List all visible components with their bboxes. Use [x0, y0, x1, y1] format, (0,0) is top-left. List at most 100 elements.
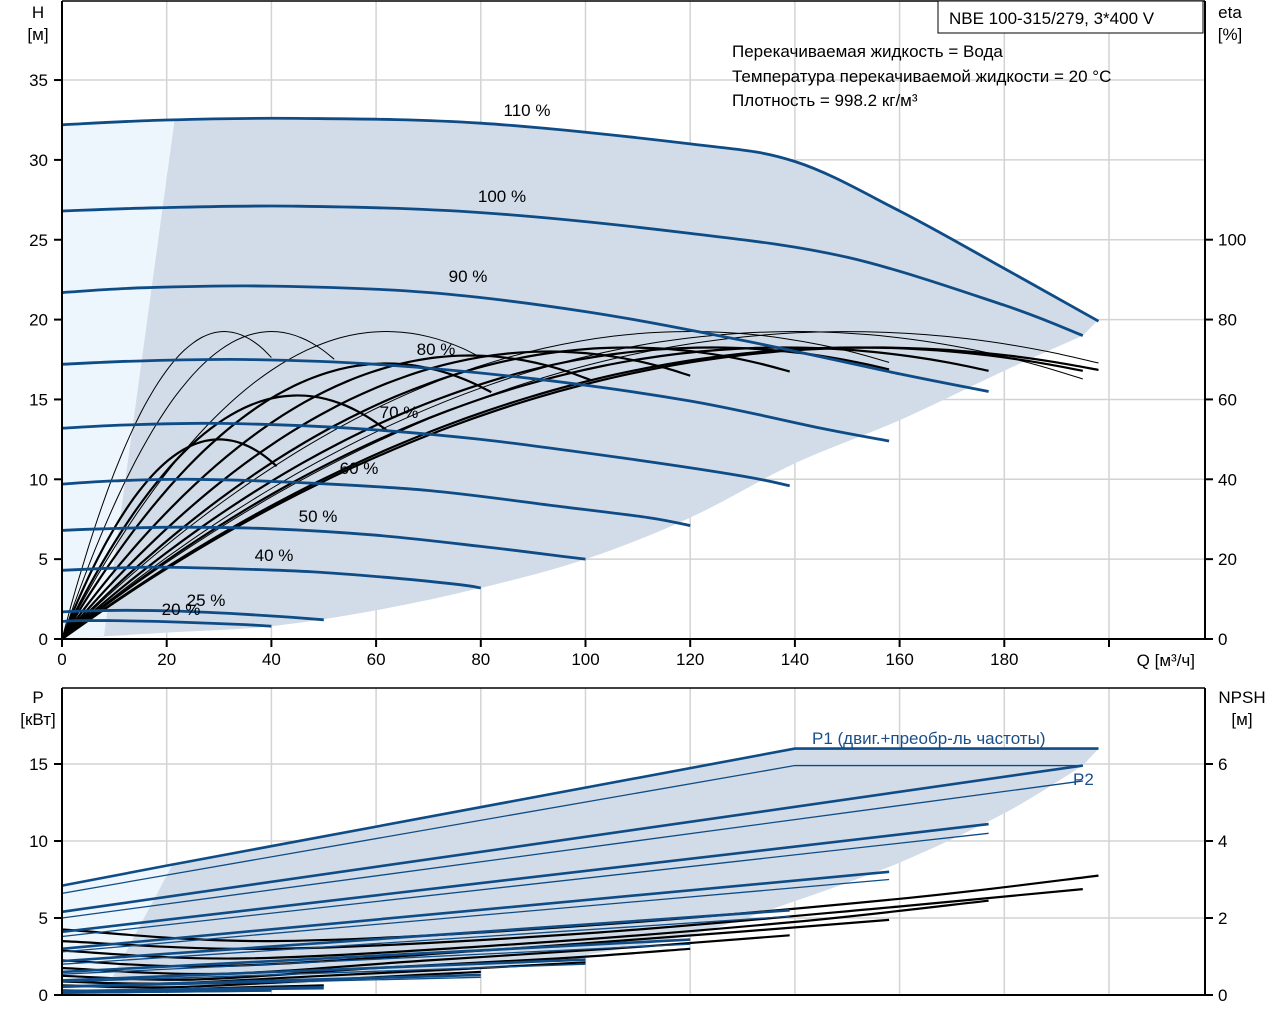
flow-tick-label: 20	[157, 650, 176, 669]
p1-curve	[61, 958, 586, 982]
head-tick-label: 5	[39, 550, 48, 569]
head-tick-label: 25	[29, 231, 48, 250]
p2-curve	[61, 878, 890, 953]
p2-curve	[61, 915, 790, 965]
head-chart-operating-area	[62, 118, 1099, 640]
speed-curve	[61, 204, 1084, 337]
npsh-curve	[61, 934, 790, 976]
fluid-info: Перекачиваемая жидкость = Вода Температу…	[732, 42, 1111, 110]
speed-curve-label: 80 %	[417, 340, 456, 359]
npsh-curve	[61, 888, 1083, 951]
npsh-curve	[61, 899, 989, 960]
head-axis-title: H	[32, 3, 44, 22]
speed-curve-label: 20 %	[162, 600, 201, 619]
fluid-info-line: Температура перекачиваемой жидкости = 20…	[732, 67, 1111, 86]
speed-curve-label: 60 %	[340, 459, 379, 478]
head-tick-label: 30	[29, 151, 48, 170]
npsh-axis-title: NPSH	[1218, 688, 1265, 707]
p2-curve	[61, 832, 989, 938]
npsh-tick-label: 0	[1218, 986, 1227, 1005]
eta-tick-label: 100	[1218, 231, 1246, 250]
speed-curve-label: 70 %	[380, 403, 419, 422]
fluid-info-line: Плотность = 998.2 кг/м³	[732, 91, 918, 110]
speed-curves	[61, 116, 1100, 628]
eta-tick-label: 20	[1218, 550, 1237, 569]
speed-curve-start	[61, 568, 99, 571]
speed-curve-start	[61, 119, 167, 126]
flow-tick-label: 80	[471, 650, 490, 669]
speed-curve	[61, 477, 691, 527]
speed-curve-label: 90 %	[449, 267, 488, 286]
speed-curve-label: 110 %	[504, 101, 551, 120]
p1-curve	[61, 938, 691, 974]
p2-curve	[61, 764, 1083, 895]
speed-curve-start	[61, 619, 78, 623]
efficiency-curve	[61, 331, 482, 640]
flow-tick-label: 140	[781, 650, 809, 669]
flow-tick-label: 40	[262, 650, 281, 669]
power-curves	[61, 747, 1099, 994]
p1-curve	[61, 822, 989, 934]
low-flow-area	[62, 119, 175, 640]
speed-curve-start	[61, 207, 157, 212]
p1-curve	[61, 909, 790, 963]
efficiency-curve	[60, 438, 278, 640]
speed-curve-start	[61, 480, 115, 485]
p2-curve	[61, 780, 1083, 919]
speed-curve-start	[61, 424, 125, 429]
efficiency-curve	[61, 331, 272, 640]
power-tick-label: 15	[29, 755, 48, 774]
head-axis-unit: [м]	[27, 25, 48, 44]
operating-area	[62, 118, 1099, 640]
speed-curve-start	[61, 610, 83, 613]
efficiency-curve	[61, 394, 388, 640]
flow-tick-label: 160	[885, 650, 913, 669]
p1-curve	[61, 870, 890, 951]
p2-curve-label: P2	[1073, 770, 1094, 789]
speed-curve-label: 25 %	[187, 591, 226, 610]
power-tick-label: 10	[29, 832, 48, 851]
eta-tick-label: 40	[1218, 470, 1237, 489]
p1-curve	[61, 764, 1084, 914]
flow-tick-label: 60	[367, 650, 386, 669]
efficiency-curve	[61, 354, 592, 640]
power-axis-title: P	[32, 688, 43, 707]
flow-tick-label: 100	[571, 650, 599, 669]
p1-curve	[61, 747, 1099, 887]
speed-curve-labels: 110 % 100 % 90 % 80 % 70 % 60 % 50 % 40 % 25 %20…	[162, 101, 551, 619]
npsh-tick-label: 2	[1218, 909, 1227, 928]
power-tick-label: 0	[39, 986, 48, 1005]
eta-axis-title: eta	[1218, 3, 1242, 22]
eta-tick-label: 60	[1218, 390, 1237, 409]
head-tick-label: 20	[29, 311, 48, 330]
p1-curve	[61, 986, 324, 993]
title-box: NBE 100-315/279, 3*400 V	[937, 0, 1204, 34]
head-chart-axes: 0 5 10 15 20 25 30 35 0 20 40 60 80 100 0 20 40 60 80 100 12…	[29, 0, 1246, 669]
eta-tick-label: 80	[1218, 311, 1237, 330]
head-tick-label: 15	[29, 390, 48, 409]
p2-curve	[61, 963, 586, 983]
flow-axis-title: Q [м³/ч]	[1137, 651, 1195, 670]
npsh-tick-label: 6	[1218, 755, 1227, 774]
speed-curve	[61, 284, 989, 393]
npsh-axis-unit: [м]	[1231, 710, 1252, 729]
speed-curve-label: 100 %	[478, 187, 526, 206]
head-tick-label: 35	[29, 71, 48, 90]
flow-tick-label: 120	[676, 650, 704, 669]
speed-curve	[61, 357, 890, 443]
p2-curve	[61, 943, 691, 975]
power-axis-unit: [кВт]	[20, 710, 55, 729]
speed-curve-start	[61, 528, 104, 532]
speed-curve	[61, 525, 586, 561]
speed-curve-start	[61, 360, 136, 365]
eta-tick-label: 0	[1218, 630, 1227, 649]
pump-model-title: NBE 100-315/279, 3*400 V	[949, 9, 1155, 28]
power-chart-axes: 0 5 10 15 0 2 4 6	[29, 687, 1227, 1005]
fluid-info-line: Перекачиваемая жидкость = Вода	[732, 42, 1003, 61]
p1-curve	[61, 989, 272, 994]
speed-curve	[61, 116, 1100, 323]
head-tick-label: 0	[39, 630, 48, 649]
npsh-tick-label: 4	[1218, 832, 1227, 851]
speed-curve-label: 50 %	[299, 507, 338, 526]
